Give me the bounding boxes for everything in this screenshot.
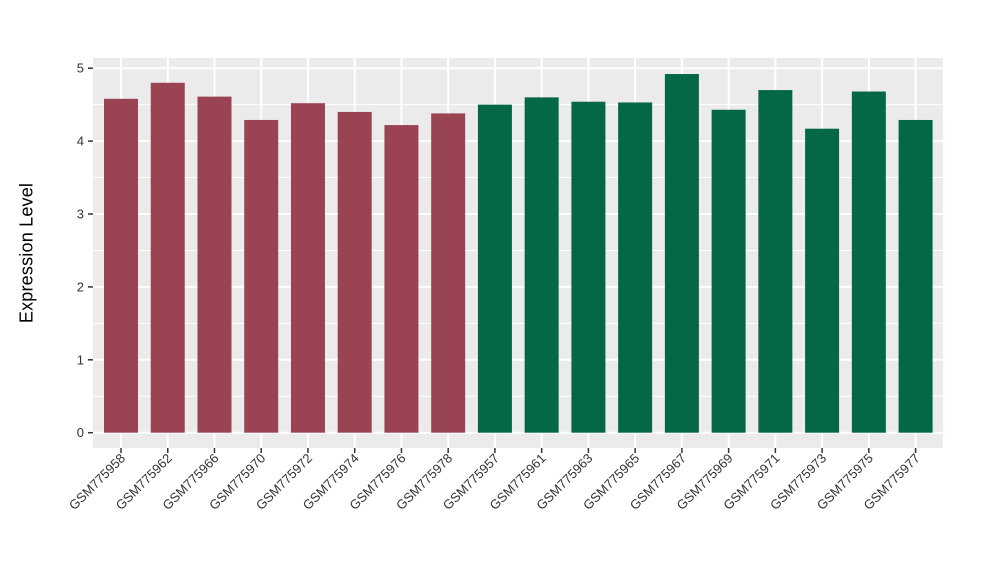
bar-GSM775971 xyxy=(758,90,793,433)
bar-GSM775977 xyxy=(898,119,933,433)
y-axis-title: Expression Level xyxy=(16,182,37,324)
bar-GSM775966 xyxy=(197,96,232,433)
bar-GSM775957 xyxy=(477,104,512,433)
bar-GSM775969 xyxy=(711,109,746,433)
bar-GSM775961 xyxy=(524,97,559,433)
bar-GSM775963 xyxy=(571,101,606,433)
bar-GSM775974 xyxy=(337,111,372,433)
bar-GSM775967 xyxy=(664,74,699,433)
y-tick-label: 4 xyxy=(77,134,84,149)
bar-GSM775958 xyxy=(104,98,138,433)
bar-GSM775962 xyxy=(150,82,185,433)
y-tick-label: 3 xyxy=(77,207,84,222)
bar-GSM775972 xyxy=(290,103,325,433)
bar-GSM775978 xyxy=(431,113,466,433)
y-tick-label: 2 xyxy=(77,279,84,294)
bar-GSM775973 xyxy=(805,128,840,433)
y-tick-label: 0 xyxy=(77,425,84,440)
bar-GSM775965 xyxy=(618,102,653,433)
y-tick-label: 1 xyxy=(77,352,84,367)
bar-GSM775970 xyxy=(244,119,279,433)
bar-GSM775975 xyxy=(851,91,886,433)
plot-panel xyxy=(93,58,943,448)
bar-GSM775976 xyxy=(384,125,419,433)
y-tick-label: 5 xyxy=(77,61,84,76)
